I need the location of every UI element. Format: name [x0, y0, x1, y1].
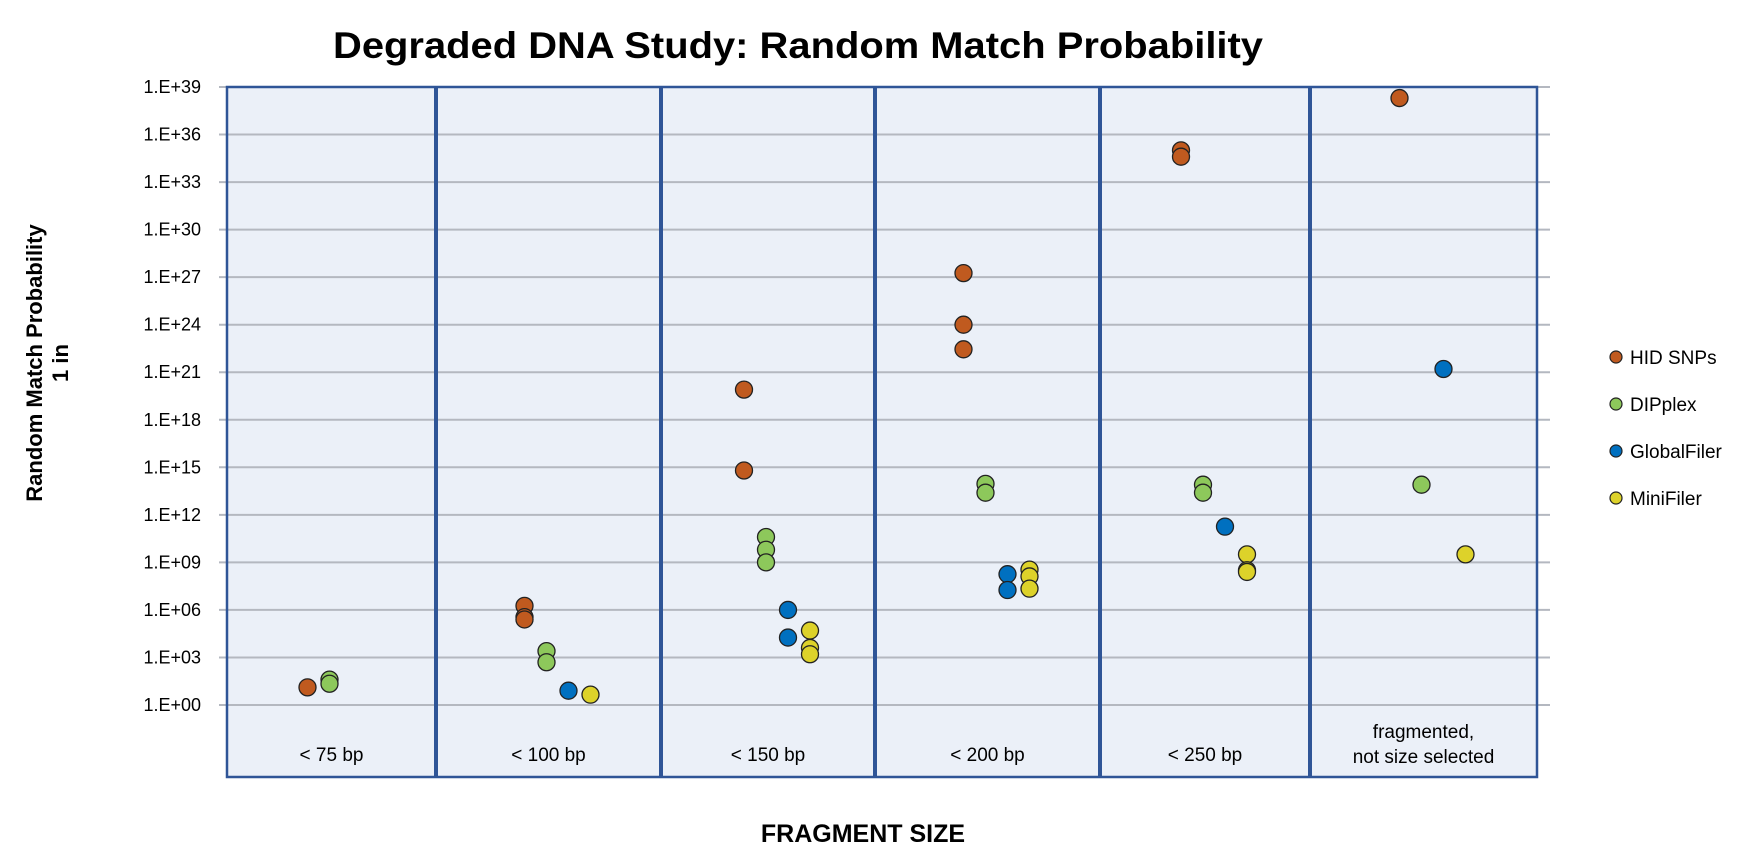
data-point-globalfiler	[778, 600, 798, 620]
y-tick-label: 1.E+24	[143, 315, 201, 335]
data-point-globalfiler	[998, 565, 1017, 584]
legend: HID SNPs DIPplex GlobalFiler MiniFiler	[1609, 348, 1723, 510]
y-tick-label: 1.E+12	[143, 505, 201, 525]
legend-label: DIPplex	[1630, 395, 1697, 416]
data-point-minifiler	[800, 621, 820, 640]
data-point-dipplex	[537, 653, 556, 672]
y-axis-subtitle: 1 in	[48, 344, 73, 382]
legend-label: GlobalFiler	[1630, 442, 1723, 463]
category-label: < 250 bp	[1168, 745, 1243, 766]
y-tick-label: 1.E+30	[143, 220, 201, 240]
data-point-hid-snps	[734, 461, 754, 480]
plot-area	[227, 87, 1537, 777]
data-point-minifiler	[800, 645, 820, 664]
y-tick-label: 1.E+15	[143, 457, 201, 477]
data-point-hid-snps	[1171, 147, 1191, 166]
y-tick-label: 1.E+03	[143, 647, 201, 667]
data-point-globalfiler	[998, 580, 1017, 600]
y-tick-label: 1.E+00	[143, 695, 201, 715]
data-point-hid-snps	[298, 678, 317, 697]
data-point-minifiler	[581, 685, 600, 704]
data-point-minifiler	[1020, 579, 1039, 598]
data-point-globalfiler	[1434, 359, 1453, 379]
data-point-hid-snps	[954, 340, 973, 359]
data-point-globalfiler	[1215, 517, 1235, 536]
y-axis-title: Random Match Probability	[22, 224, 47, 502]
data-points	[298, 88, 1475, 704]
legend-marker	[1609, 350, 1623, 364]
plot-border	[225, 85, 1539, 779]
data-point-hid-snps	[954, 263, 973, 283]
data-point-hid-snps	[1390, 88, 1409, 108]
legend-marker	[1609, 491, 1623, 505]
data-point-minifiler	[1237, 562, 1257, 582]
data-point-globalfiler	[559, 681, 578, 700]
data-point-hid-snps	[954, 315, 973, 334]
data-point-dipplex	[1193, 483, 1213, 502]
category-label: < 100 bp	[511, 745, 586, 766]
y-tick-label: 1.E+27	[143, 267, 201, 287]
data-point-minifiler	[1456, 545, 1475, 564]
y-tick-label: 1.E+06	[143, 600, 201, 620]
data-point-hid-snps	[515, 610, 534, 629]
data-point-minifiler	[1237, 545, 1257, 564]
y-tick-labels: 1.E+00 1.E+03 1.E+06 1.E+09 1.E+12 1.E+15 1.E+…	[143, 77, 201, 715]
category-label: < 200 bp	[950, 745, 1025, 766]
legend-marker	[1609, 444, 1623, 458]
category-label: fragmented, not size selected	[1353, 722, 1495, 768]
category-label: < 75 bp	[300, 745, 364, 766]
legend-label: MiniFiler	[1630, 489, 1702, 510]
data-point-dipplex	[1412, 475, 1431, 494]
legend-marker	[1609, 397, 1623, 411]
y-tick-label: 1.E+18	[143, 410, 201, 430]
category-labels: < 75 bp < 100 bp < 150 bp < 200 bp < 250 bp f…	[300, 722, 1495, 768]
y-tick-label: 1.E+09	[143, 552, 201, 572]
y-tick-label: 1.E+21	[143, 362, 201, 382]
data-point-globalfiler	[778, 628, 798, 647]
category-dividers	[434, 87, 1312, 777]
x-axis-title: FRAGMENT SIZE	[761, 820, 965, 848]
y-tick-label: 1.E+36	[143, 125, 201, 145]
legend-label: HID SNPs	[1630, 348, 1717, 369]
y-tick-label: 1.E+33	[143, 172, 201, 192]
data-point-hid-snps	[734, 380, 754, 399]
data-point-dipplex	[320, 674, 339, 693]
data-point-dipplex	[756, 553, 776, 572]
y-tick-label: 1.E+39	[143, 77, 201, 97]
category-label: < 150 bp	[731, 745, 806, 766]
data-point-dipplex	[976, 483, 995, 502]
chart-title: Degraded DNA Study: Random Match Probabi…	[333, 25, 1263, 66]
